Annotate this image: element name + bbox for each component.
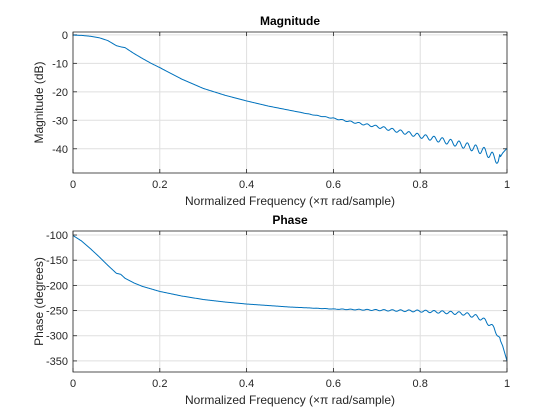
phase-xlabel: Normalized Frequency (×π rad/sample) xyxy=(185,393,395,407)
magnitude-axes-frame xyxy=(72,31,508,174)
magnitude-x-tick-label: 0.6 xyxy=(326,179,341,191)
magnitude-y-tick-label: 0 xyxy=(62,30,68,42)
magnitude-x-tick-label: 0.8 xyxy=(413,179,428,191)
phase-x-tick-label: 0.2 xyxy=(152,378,167,390)
phase-y-ticks: -100 -150 -200 -250 -300 -350 xyxy=(46,230,507,368)
phase-title: Phase xyxy=(272,213,308,227)
magnitude-title: Magnitude xyxy=(260,14,320,28)
magnitude-x-tick-label: 1 xyxy=(504,179,510,191)
phase-x-tick-label: 0.4 xyxy=(239,378,254,390)
phase-y-tick-label: -150 xyxy=(46,255,68,267)
phase-axes: Phase Normalized Frequency (×π rad/sampl… xyxy=(32,213,510,407)
magnitude-y-tick-label: -30 xyxy=(52,115,68,127)
magnitude-y-tick-label: -40 xyxy=(52,144,68,156)
magnitude-x-tick-label: 0.2 xyxy=(152,179,167,191)
phase-x-tick-label: 0 xyxy=(70,378,76,390)
phase-grid xyxy=(72,231,508,372)
magnitude-y-tick-label: -10 xyxy=(52,58,68,70)
magnitude-ylabel: Magnitude (dB) xyxy=(32,61,46,143)
magnitude-y-ticks: 0 -10 -20 -30 -40 xyxy=(52,30,507,156)
phase-y-tick-label: -350 xyxy=(46,356,68,368)
phase-y-tick-label: -300 xyxy=(46,331,68,343)
magnitude-xlabel: Normalized Frequency (×π rad/sample) xyxy=(185,194,395,208)
phase-y-tick-label: -100 xyxy=(46,230,68,242)
phase-ylabel: Phase (degrees) xyxy=(32,257,46,346)
magnitude-x-ticks: 0 0.2 0.4 0.6 0.8 1 xyxy=(70,32,510,191)
magnitude-grid xyxy=(72,32,508,173)
phase-x-tick-label: 0.8 xyxy=(413,378,428,390)
phase-series-line xyxy=(72,235,508,362)
phase-axes-frame xyxy=(72,230,508,373)
magnitude-axes: Magnitude Normalized Frequency (×π rad/s… xyxy=(32,14,510,208)
phase-x-tick-label: 0.6 xyxy=(326,378,341,390)
phase-x-tick-label: 1 xyxy=(504,378,510,390)
magnitude-x-tick-label: 0.4 xyxy=(239,179,254,191)
magnitude-y-tick-label: -20 xyxy=(52,87,68,99)
magnitude-series-line xyxy=(72,34,508,164)
magnitude-x-tick-label: 0 xyxy=(70,179,76,191)
phase-y-tick-label: -250 xyxy=(46,306,68,318)
phase-y-tick-label: -200 xyxy=(46,280,68,292)
phase-x-ticks: 0 0.2 0.4 0.6 0.8 1 xyxy=(70,231,510,390)
